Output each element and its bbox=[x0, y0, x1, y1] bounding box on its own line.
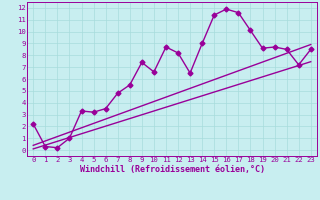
X-axis label: Windchill (Refroidissement éolien,°C): Windchill (Refroidissement éolien,°C) bbox=[79, 165, 265, 174]
